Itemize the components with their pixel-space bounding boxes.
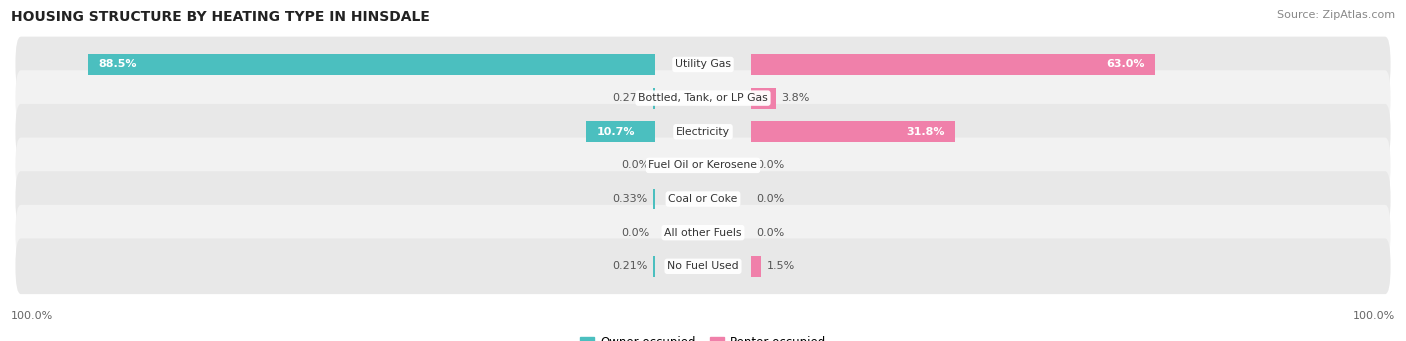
Text: 0.21%: 0.21% bbox=[613, 261, 648, 271]
Bar bbox=[586, 121, 655, 142]
Text: 63.0%: 63.0% bbox=[1107, 59, 1144, 70]
Text: 0.0%: 0.0% bbox=[756, 194, 785, 204]
Text: 0.27%: 0.27% bbox=[612, 93, 648, 103]
Text: Source: ZipAtlas.com: Source: ZipAtlas.com bbox=[1277, 10, 1395, 20]
FancyBboxPatch shape bbox=[15, 205, 1391, 261]
FancyBboxPatch shape bbox=[15, 137, 1391, 193]
Bar bbox=[751, 88, 776, 108]
Bar bbox=[751, 256, 761, 277]
Text: HOUSING STRUCTURE BY HEATING TYPE IN HINSDALE: HOUSING STRUCTURE BY HEATING TYPE IN HIN… bbox=[11, 10, 430, 24]
Text: 100.0%: 100.0% bbox=[11, 311, 53, 321]
Text: 0.0%: 0.0% bbox=[756, 160, 785, 170]
Bar bbox=[751, 121, 955, 142]
FancyBboxPatch shape bbox=[15, 104, 1391, 160]
Bar bbox=[652, 189, 655, 209]
Text: 0.0%: 0.0% bbox=[621, 228, 650, 238]
Text: 10.7%: 10.7% bbox=[596, 127, 636, 137]
Text: Utility Gas: Utility Gas bbox=[675, 59, 731, 70]
Text: 0.0%: 0.0% bbox=[756, 228, 785, 238]
Text: 88.5%: 88.5% bbox=[98, 59, 136, 70]
Bar bbox=[87, 54, 655, 75]
Text: Coal or Coke: Coal or Coke bbox=[668, 194, 738, 204]
FancyBboxPatch shape bbox=[15, 70, 1391, 126]
Text: 0.0%: 0.0% bbox=[621, 160, 650, 170]
Legend: Owner-occupied, Renter-occupied: Owner-occupied, Renter-occupied bbox=[575, 331, 831, 341]
FancyBboxPatch shape bbox=[15, 36, 1391, 92]
Bar bbox=[652, 88, 655, 108]
Text: 100.0%: 100.0% bbox=[1353, 311, 1395, 321]
FancyBboxPatch shape bbox=[15, 171, 1391, 227]
Text: Fuel Oil or Kerosene: Fuel Oil or Kerosene bbox=[648, 160, 758, 170]
Bar bbox=[751, 54, 1154, 75]
FancyBboxPatch shape bbox=[15, 238, 1391, 294]
Text: Electricity: Electricity bbox=[676, 127, 730, 137]
Text: All other Fuels: All other Fuels bbox=[664, 228, 742, 238]
Text: 31.8%: 31.8% bbox=[905, 127, 945, 137]
Text: 0.33%: 0.33% bbox=[612, 194, 647, 204]
Text: Bottled, Tank, or LP Gas: Bottled, Tank, or LP Gas bbox=[638, 93, 768, 103]
Text: No Fuel Used: No Fuel Used bbox=[668, 261, 738, 271]
Text: 1.5%: 1.5% bbox=[766, 261, 794, 271]
Text: 3.8%: 3.8% bbox=[782, 93, 810, 103]
